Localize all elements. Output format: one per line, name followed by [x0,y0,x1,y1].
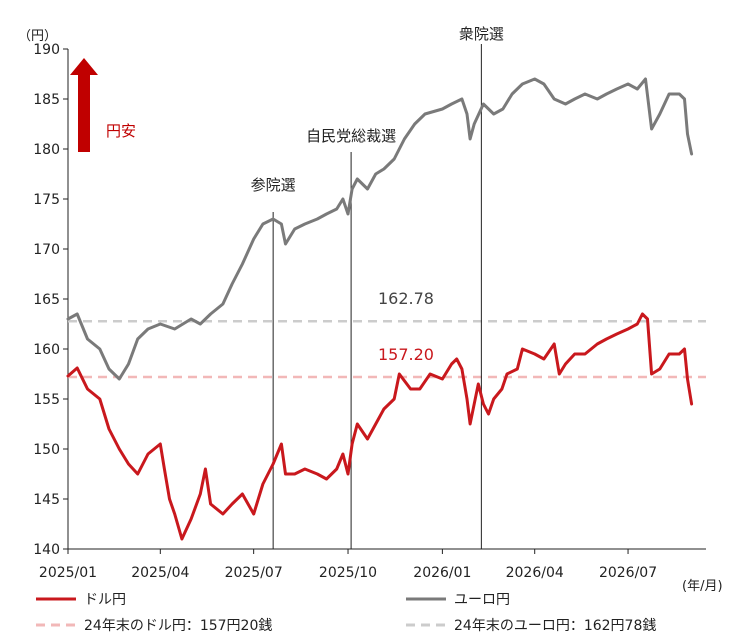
reference-lines: 157.20 162.78 [68,289,706,379]
series-line [66,312,694,541]
event-label: 衆院選 [459,25,504,43]
legend-label: ドル円 [84,592,126,608]
y-axis: 140 145 150 155 160 165 170 175 180 185 190 [33,42,69,558]
y-tick-label: 190 [33,42,60,58]
yen-weak-arrow: 円安 [70,58,136,152]
x-tick-label: 2026/07 [599,565,657,581]
y-tick-label: 150 [33,442,60,458]
x-tick-label: 2025/10 [319,565,377,581]
x-tick-label: 2026/01 [413,565,471,581]
reference-value-label: 157.20 [378,345,434,364]
y-tick-label: 160 [33,342,60,358]
legend-label: 24年末のドル円：157円20銭 [84,618,272,634]
event-markers: 参院選 自民党総裁選 衆院選 [251,25,504,549]
arrow-label: 円安 [106,122,136,140]
series-lines [66,77,694,541]
y-tick-label: 185 [33,92,60,108]
y-tick-label: 145 [33,492,60,508]
y-tick-label: 140 [33,542,60,558]
series-line [66,77,694,381]
y-tick-label: 175 [33,192,60,208]
legend: ドル円 ユーロ円 24年末のドル円：157円20銭 24年末のユーロ円：162円78銭 [36,592,656,634]
x-tick-label: 2025/07 [225,565,283,581]
x-tick-label: 2025/01 [39,565,97,581]
x-axis: 2025/01 2025/04 2025/07 2025/10 2026/01 2026/… [39,548,706,581]
up-arrow-icon [70,58,98,152]
reference-value-label: 162.78 [378,289,434,308]
y-tick-label: 180 [33,142,60,158]
y-tick-label: 170 [33,242,60,258]
y-unit-label: （円） [18,29,57,44]
x-tick-label: 2025/04 [131,565,189,581]
legend-label: ユーロ円 [454,592,510,608]
y-tick-label: 165 [33,292,60,308]
y-tick-label: 155 [33,392,60,408]
event-label: 自民党総裁選 [306,127,396,145]
event-label: 参院選 [251,176,296,194]
legend-label: 24年末のユーロ円：162円78銭 [454,618,656,634]
x-tick-label: 2026/04 [506,565,564,581]
x-unit-label: (年/月) [682,579,723,594]
